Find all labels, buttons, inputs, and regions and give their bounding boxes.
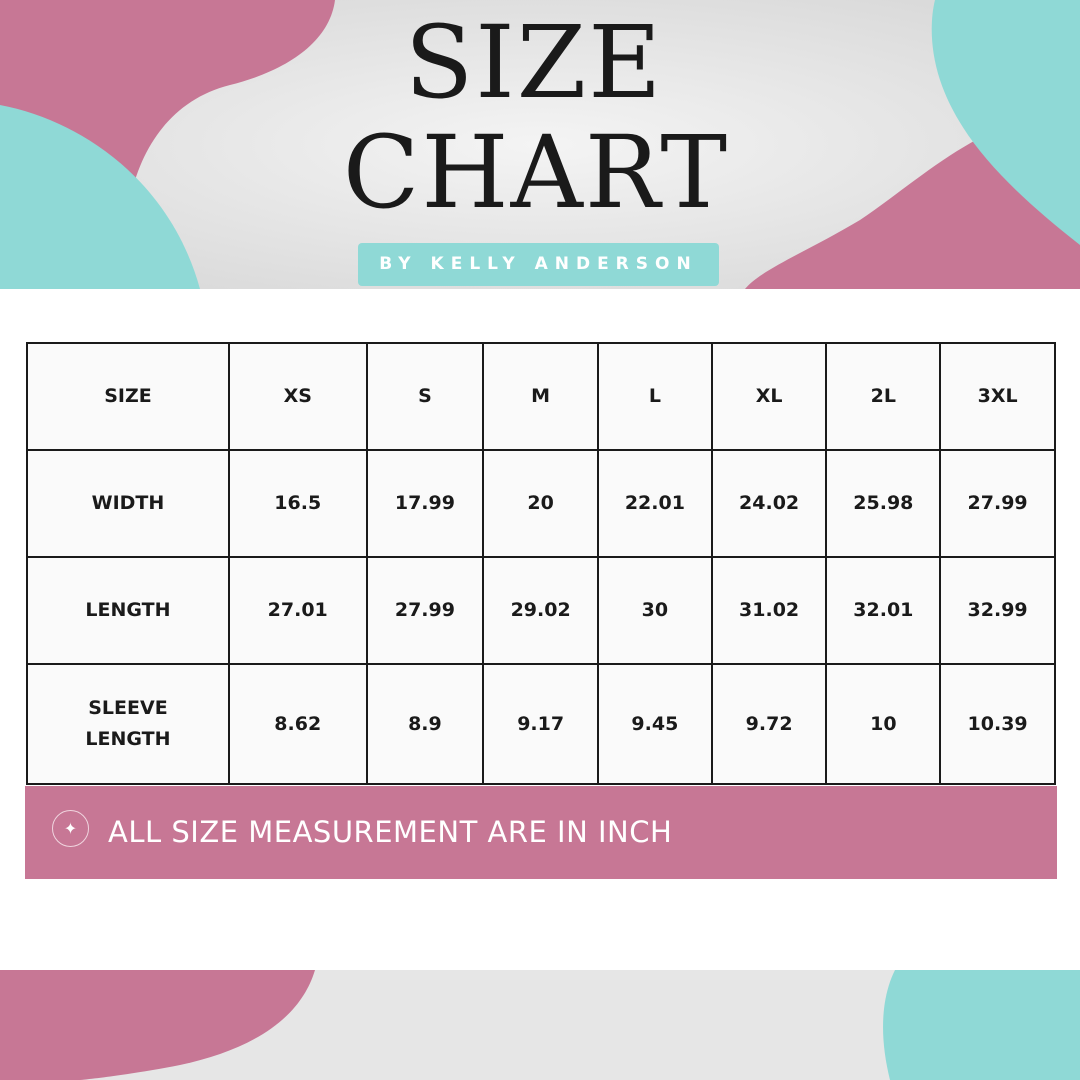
cell: 17.99 — [365, 449, 485, 558]
title-size: SIZE — [404, 4, 664, 121]
cell: 10 — [825, 663, 942, 785]
table-header-row: SIZE XS S M L XL 2L 3XL — [26, 342, 1056, 451]
measurement-note-banner: ✦ ALL SIZE MEASUREMENT ARE IN INCH — [25, 786, 1057, 879]
cell: 9.45 — [597, 663, 713, 785]
cell: 8.9 — [365, 663, 485, 785]
cell: 32.99 — [939, 556, 1056, 665]
cell: 25.98 — [825, 449, 942, 558]
cell: 32.01 — [825, 556, 942, 665]
cell: 31.02 — [710, 556, 828, 665]
cell: 16.5 — [227, 449, 368, 558]
row-label: WIDTH — [26, 449, 230, 558]
cell: 20 — [482, 449, 599, 558]
header-cell: SIZE — [26, 342, 230, 451]
table-row: WIDTH 16.5 17.99 20 22.01 24.02 25.98 27… — [26, 449, 1056, 558]
size-table: SIZE XS S M L XL 2L 3XL WIDTH 16.5 17.99… — [26, 342, 1056, 785]
cell: 27.99 — [939, 449, 1056, 558]
cell: 27.99 — [365, 556, 485, 665]
cell: 24.02 — [710, 449, 828, 558]
cell: 9.17 — [482, 663, 599, 785]
table-row: LENGTH 27.01 27.99 29.02 30 31.02 32.01 … — [26, 556, 1056, 665]
header-cell: S — [365, 342, 485, 451]
cell: 9.72 — [710, 663, 828, 785]
byline-badge: BY KELLY ANDERSON — [358, 243, 719, 286]
sparkle-icon: ✦ — [52, 810, 89, 847]
cell: 27.01 — [227, 556, 368, 665]
cell: 29.02 — [482, 556, 599, 665]
header-background — [0, 0, 1080, 289]
row-label: SLEEVE LENGTH — [26, 663, 230, 785]
header-cell: 3XL — [939, 342, 1056, 451]
header-cell: XL — [710, 342, 828, 451]
header-cell: L — [597, 342, 713, 451]
header-cell: XS — [227, 342, 368, 451]
row-label: LENGTH — [26, 556, 230, 665]
header-cell: 2L — [825, 342, 942, 451]
cell: 10.39 — [939, 663, 1056, 785]
cell: 30 — [597, 556, 713, 665]
footer-background — [0, 970, 1080, 1080]
title-chart: CHART — [342, 114, 730, 231]
cell: 8.62 — [227, 663, 368, 785]
table-row: SLEEVE LENGTH 8.62 8.9 9.17 9.45 9.72 10… — [26, 663, 1056, 785]
measurement-note-text: ALL SIZE MEASUREMENT ARE IN INCH — [108, 815, 673, 849]
header-cell: M — [482, 342, 599, 451]
cell: 22.01 — [597, 449, 713, 558]
